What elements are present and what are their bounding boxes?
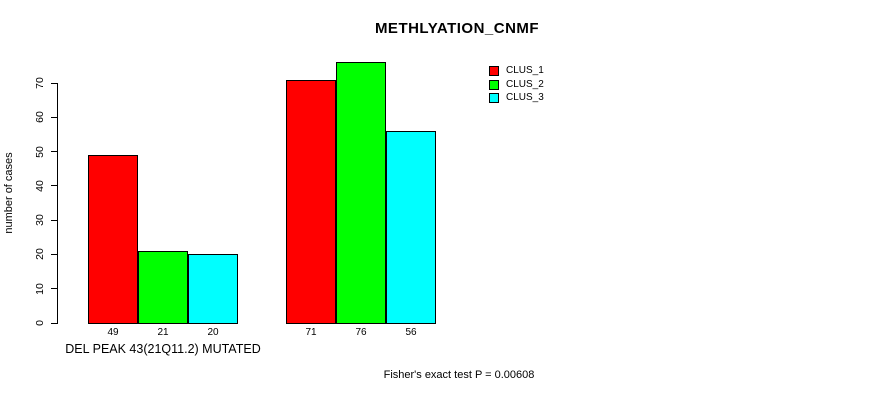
y-axis-tick-label: 30 (34, 214, 46, 226)
y-axis-tick (51, 219, 58, 221)
bar-clus_3-group-1 (188, 254, 238, 324)
y-axis-label: number of cases (3, 152, 15, 234)
y-axis-line (57, 83, 58, 324)
legend-label: CLUS_3 (506, 92, 544, 103)
legend-label: CLUS_1 (506, 65, 544, 76)
y-axis-tick-label: 10 (34, 282, 46, 295)
bar-clus_2-group-2 (336, 62, 386, 324)
y-axis-tick-label: 40 (34, 180, 46, 192)
bar-value-label: 20 (207, 327, 219, 338)
bar-value-label: 21 (157, 327, 169, 338)
y-axis-tick-label: 70 (34, 77, 46, 89)
y-axis-tick (51, 288, 58, 290)
clus_3-swatch (489, 93, 499, 103)
bar-value-label: 71 (305, 327, 317, 338)
legend-entry: CLUS_1 (489, 66, 544, 76)
y-axis-tick-label: 50 (34, 145, 46, 158)
bar-value-label: 76 (355, 327, 367, 338)
legend-entry: CLUS_2 (489, 78, 544, 90)
y-axis-tick (51, 116, 58, 118)
y-axis-tick (51, 253, 58, 255)
fisher-test-annotation: Fisher's exact test P = 0.00608 (383, 369, 535, 381)
x-axis-label: DEL PEAK 43(21Q11.2) MUTATED (65, 342, 261, 356)
y-axis-tick-label: 0 (34, 320, 46, 326)
bar-clus_1-group-1 (88, 155, 138, 324)
clus_2-swatch (489, 79, 499, 90)
y-axis-tick (51, 151, 58, 153)
y-axis-tick (51, 322, 58, 324)
legend-entry: CLUS_3 (489, 93, 544, 103)
bar-clus_1-group-2 (286, 79, 336, 324)
bar-clus_2-group-1 (138, 251, 188, 324)
y-axis-tick (51, 185, 58, 187)
y-axis-tick-label: 60 (34, 111, 46, 124)
legend-label: CLUS_2 (506, 78, 544, 90)
chart-title: METHLYATION_CNMF (374, 20, 540, 37)
clus_1-swatch (489, 66, 499, 76)
bar-value-label: 56 (405, 327, 417, 338)
bar-value-label: 49 (107, 327, 119, 338)
bar-clus_3-group-2 (386, 131, 436, 324)
y-axis-tick-label: 20 (34, 248, 46, 261)
y-axis-tick (51, 82, 58, 84)
